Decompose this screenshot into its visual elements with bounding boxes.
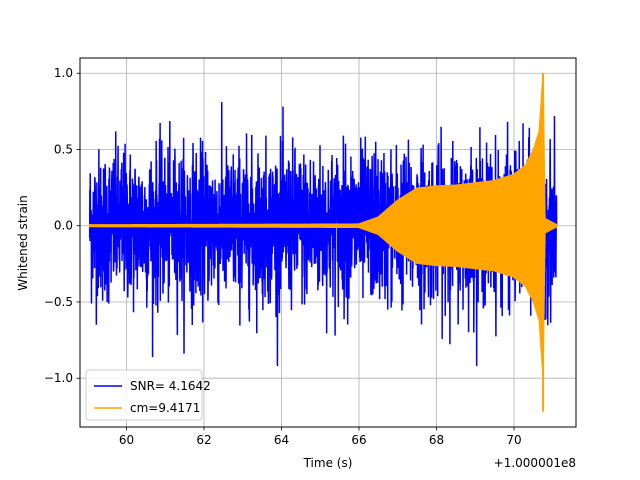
y-tick-label: −1.0 [44,371,73,385]
x-tick-label: 70 [506,433,521,447]
axis-ticks: 60 62 64 66 68 70 −1.0 −0.5 0.0 0.5 1.0 [44,66,522,447]
plot-series [88,73,558,412]
x-tick-label: 62 [196,433,211,447]
series-line-cm [88,74,558,378]
x-tick-label: 60 [119,433,134,447]
y-tick-label: 0.5 [54,142,73,156]
y-tick-label: −0.5 [44,295,73,309]
legend-label-cm: cm=9.4171 [130,401,200,415]
y-axis-label: Whitened strain [16,195,30,291]
y-tick-label: 1.0 [54,66,73,80]
x-tick-label: 64 [274,433,289,447]
x-axis-label: Time (s) [303,456,353,470]
x-tick-label: 66 [351,433,366,447]
legend-label-snr: SNR= 4.1642 [130,379,211,393]
plot-frame [79,57,577,428]
x-axis-offset-label: +1.000001e8 [494,456,576,470]
legend: SNR= 4.1642 cm=9.4171 [85,369,211,421]
x-tick-label: 68 [429,433,444,447]
y-tick-label: 0.0 [54,219,73,233]
